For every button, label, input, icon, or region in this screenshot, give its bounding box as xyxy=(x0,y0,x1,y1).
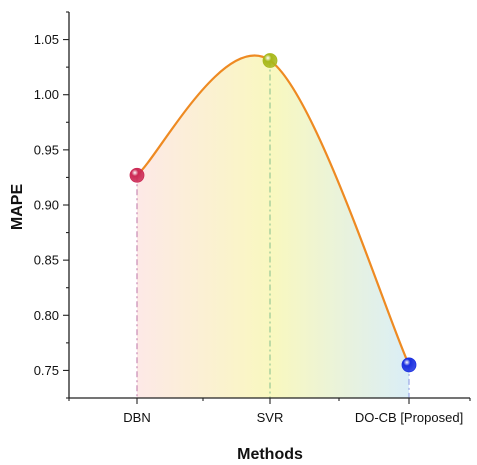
x-axis: DBN SVR DO-CB [Proposed] xyxy=(68,397,471,425)
y-tick-label: 0.80 xyxy=(34,308,59,323)
x-tick-label: SVR xyxy=(257,410,284,425)
data-point-dbn xyxy=(129,167,145,183)
y-tick-label: 0.95 xyxy=(34,142,59,157)
y-tick-label: 0.75 xyxy=(34,363,59,378)
x-axis-title: Methods xyxy=(237,446,303,463)
y-axis-title: MAPE xyxy=(9,184,26,231)
x-tick-label: DO-CB [Proposed] xyxy=(355,410,463,425)
y-tick-label: 0.90 xyxy=(34,198,59,213)
y-axis: 0.75 0.80 0.85 0.90 0.95 1.00 1.05 xyxy=(34,11,70,399)
x-tick-label: DBN xyxy=(123,410,150,425)
y-tick-label: 0.85 xyxy=(34,253,59,268)
area-fill xyxy=(137,55,409,399)
y-tick-label: 1.05 xyxy=(34,32,59,47)
data-points xyxy=(129,53,417,373)
data-point-svr xyxy=(262,53,278,68)
data-point-do-cb-proposed- xyxy=(401,357,417,373)
y-tick-label: 1.00 xyxy=(34,87,59,102)
